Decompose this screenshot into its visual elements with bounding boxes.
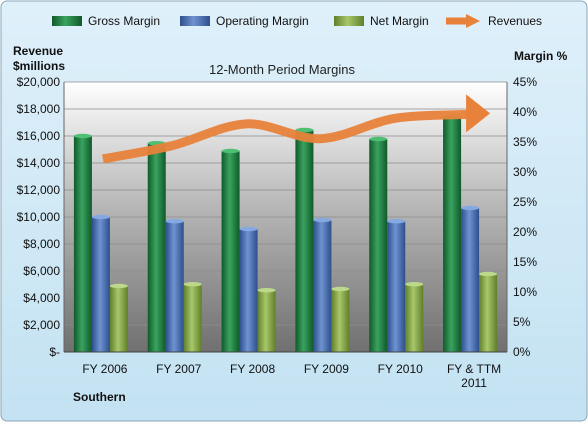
left-tick-label: $10,000: [17, 210, 61, 224]
x-tick-label: 2011: [461, 376, 487, 390]
legend: Gross Margin Operating Margin Net Margin Re…: [52, 14, 542, 28]
legend-net-margin: Net Margin: [334, 14, 429, 28]
net-margin-bar-cap: [110, 284, 128, 288]
net-margin-bar: [258, 290, 276, 352]
net-margin-bar-cap: [184, 282, 202, 286]
net-margin-bar: [184, 284, 202, 352]
left-tick-label: $16,000: [17, 129, 61, 143]
operating-margin-bar: [240, 229, 258, 352]
x-tick-label: FY 2007: [156, 362, 201, 376]
operating-margin-bar-cap: [92, 215, 110, 219]
left-tick-label: $6,000: [23, 264, 60, 278]
right-tick-label: 15%: [513, 255, 537, 269]
legend-operating-margin: Operating Margin: [180, 14, 309, 28]
left-tick-label: $20,000: [17, 75, 61, 89]
left-tick-label: $12,000: [17, 183, 61, 197]
legend-gross-margin-swatch: [52, 16, 82, 26]
left-axis-label-line1: Revenue: [13, 44, 63, 58]
operating-margin-bar-cap: [166, 219, 184, 223]
operating-margin-bar: [313, 220, 331, 352]
operating-margin-bar-cap: [313, 218, 331, 222]
gross-margin-bar: [74, 136, 92, 352]
net-margin-bar-cap: [258, 288, 276, 292]
left-tick-label: $14,000: [17, 156, 61, 170]
right-tick-label: 0%: [513, 345, 531, 359]
operating-margin-bar: [387, 221, 405, 352]
gross-margin-bar-cap: [222, 149, 240, 153]
right-tick-label: 40%: [513, 105, 537, 119]
gross-margin-bar: [222, 151, 240, 352]
left-tick-label: $8,000: [23, 237, 60, 251]
operating-margin-bar-cap: [461, 206, 479, 210]
gross-margin-bar: [295, 130, 313, 352]
net-margin-bar: [405, 284, 423, 352]
gross-margin-bar: [148, 143, 166, 352]
right-tick-label: 35%: [513, 135, 537, 149]
right-tick-label: 10%: [513, 285, 537, 299]
x-tick-label: FY 2010: [378, 362, 423, 376]
net-margin-bar-cap: [331, 287, 349, 291]
operating-margin-bar: [92, 217, 110, 352]
net-margin-bar-cap: [479, 272, 497, 276]
chart-title: 12-Month Period Margins: [209, 62, 355, 77]
net-margin-bar-cap: [405, 282, 423, 286]
left-tick-label: $-: [49, 345, 60, 359]
right-tick-label: 45%: [513, 75, 537, 89]
legend-gross-margin-label: Gross Margin: [88, 14, 160, 28]
right-tick-label: 5%: [513, 315, 531, 329]
operating-margin-bar: [461, 208, 479, 352]
x-tick-label: FY & TTM: [447, 362, 501, 376]
left-tick-label: $18,000: [17, 102, 61, 116]
legend-net-margin-label: Net Margin: [370, 14, 429, 28]
company-label: Southern: [73, 390, 126, 404]
right-tick-label: 30%: [513, 165, 537, 179]
right-tick-label: 25%: [513, 195, 537, 209]
left-axis-label-line2: $millions: [13, 59, 65, 73]
operating-margin-bar-cap: [240, 227, 258, 231]
legend-revenues-label: Revenues: [488, 14, 542, 28]
gross-margin-bar-cap: [74, 134, 92, 138]
legend-operating-margin-swatch: [180, 16, 210, 26]
legend-gross-margin: Gross Margin: [52, 14, 160, 28]
operating-margin-bar-cap: [387, 219, 405, 223]
net-margin-bar: [479, 274, 497, 352]
legend-operating-margin-label: Operating Margin: [216, 14, 309, 28]
gross-margin-bar-cap: [369, 137, 387, 141]
left-tick-label: $4,000: [23, 291, 60, 305]
gross-margin-bar: [369, 139, 387, 352]
right-axis-label: Margin %: [514, 49, 568, 63]
x-tick-label: FY 2009: [304, 362, 349, 376]
left-tick-label: $2,000: [23, 318, 60, 332]
net-margin-bar: [331, 289, 349, 352]
x-tick-label: FY 2008: [230, 362, 275, 376]
legend-net-margin-swatch: [334, 16, 364, 26]
operating-margin-bar: [166, 221, 184, 352]
right-tick-label: 20%: [513, 225, 537, 239]
net-margin-bar: [110, 286, 128, 352]
x-tick-label: FY 2006: [82, 362, 127, 376]
gross-margin-bar: [443, 117, 461, 352]
